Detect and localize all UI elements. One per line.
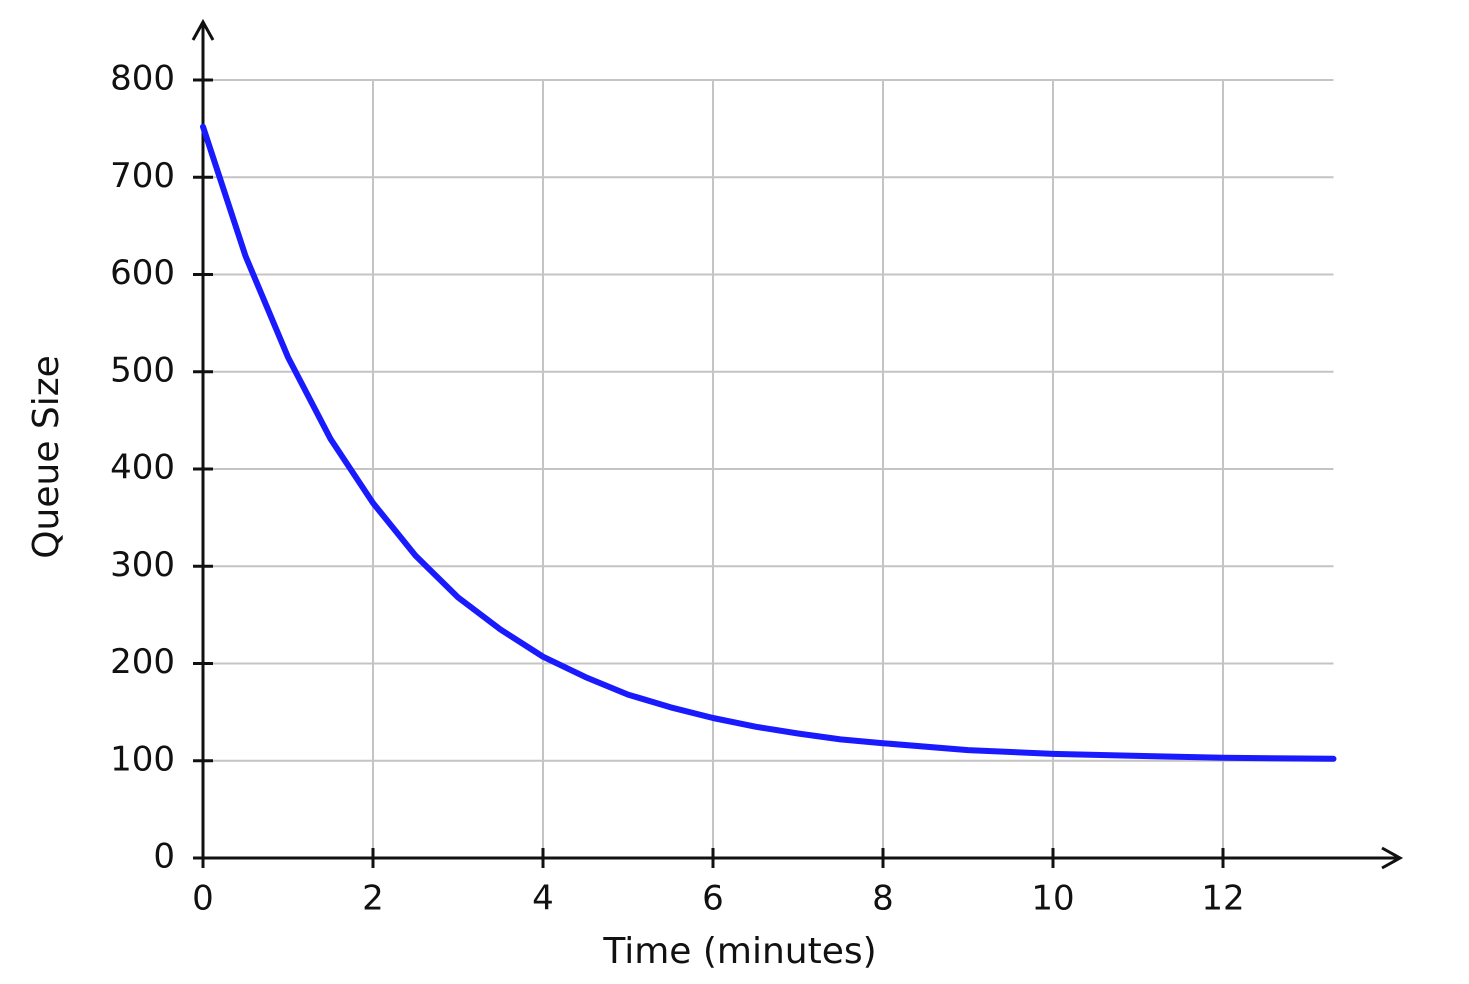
x-tick-label: 4 <box>532 879 554 919</box>
x-axis-title: Time (minutes) <box>602 931 876 972</box>
x-tick-label: 6 <box>702 879 724 919</box>
y-tick-label: 600 <box>110 253 175 293</box>
y-axis <box>191 18 215 858</box>
x-tick-label: 0 <box>192 879 214 919</box>
y-tick-label: 100 <box>110 739 175 779</box>
y-tick-label: 800 <box>110 59 175 99</box>
data-line <box>200 123 1337 762</box>
y-tick-label: 500 <box>110 350 175 390</box>
y-tick-label: 300 <box>110 545 175 585</box>
y-axis-title: Queue Size <box>26 355 67 559</box>
y-tick-label: 400 <box>110 448 175 488</box>
grid <box>203 79 1334 858</box>
x-tick-label: 8 <box>872 879 894 919</box>
y-tick-label: 700 <box>110 156 175 196</box>
x-axis <box>203 846 1404 870</box>
x-tick-label: 12 <box>1201 879 1244 919</box>
y-tick-label: 0 <box>153 837 175 877</box>
y-tick-label: 200 <box>110 642 175 682</box>
x-tick-label: 10 <box>1031 879 1074 919</box>
x-tick-label: 2 <box>362 879 384 919</box>
